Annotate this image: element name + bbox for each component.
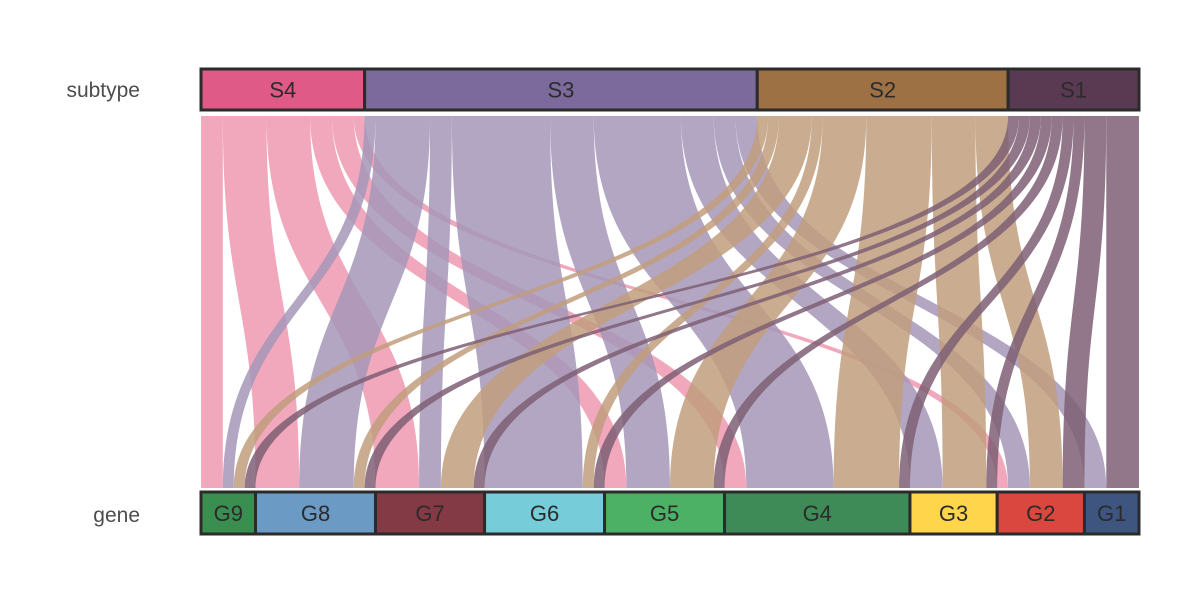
gene-block-g5 [603,490,727,536]
gene-axis-label: gene [93,504,140,527]
ribbon-s3-g4 [593,116,834,488]
ribbon-s1-g6 [593,116,1052,488]
gene-label-g9: G9 [214,501,243,526]
ribbon-s1-g4 [899,116,1074,488]
gene-label-g5: G5 [650,501,679,526]
ribbon-s3-g7 [419,116,452,488]
gene-block-g6 [483,490,607,536]
ribbon-s2-g9 [233,116,769,488]
subtype-label-s1: S1 [1060,78,1087,103]
ribbon-s2-g5 [670,116,867,488]
gene-label-g3: G3 [939,501,968,526]
gene-block-g2 [995,490,1086,536]
ribbon-s3-g3 [680,116,943,488]
ribbon-s4-g8 [222,116,300,488]
gene-block-g7 [374,490,487,536]
subtype-label-s2: S2 [869,78,896,103]
ribbon-s1-g2 [1062,116,1107,488]
gene-label-g2: G2 [1026,501,1055,526]
gene-block-g1 [1082,490,1141,536]
gene-label-g1: G1 [1097,501,1126,526]
subtype-block-s2 [755,67,1010,112]
ribbon-s2-g8 [353,116,780,488]
ribbon-layer [201,116,1139,488]
ribbon-s1-g8 [364,116,1030,488]
subtype-label-s4: S4 [269,78,296,103]
ribbon-s1-g1 [1106,116,1139,488]
subtype-axis-label: subtype [66,79,140,102]
subtype-block-s3 [363,67,759,112]
gene-block-g3 [908,490,999,536]
gene-bar: G9 G8 G7 G6 G5 G4 G3 G2 G1 [199,490,1141,536]
subtype-label-s3: S3 [547,78,574,103]
gene-label-g7: G7 [415,501,444,526]
ribbon-s3-g1 [735,116,1107,488]
ribbon-s1-g5 [713,116,1063,488]
gene-label-g6: G6 [530,501,559,526]
gene-label-g4: G4 [803,501,832,526]
subtype-bar: S4 S3 S2 S1 [199,67,1141,112]
ribbon-s4-g9 [201,116,223,488]
ribbon-s1-g3 [986,116,1085,488]
subtype-block-s1 [1006,67,1141,112]
gene-label-g8: G8 [301,501,330,526]
ribbon-s1-g7 [473,116,1041,488]
ribbon-s1-g9 [244,116,1020,488]
ribbon-s3-g9 [222,116,376,488]
gene-block-g9 [199,490,258,536]
